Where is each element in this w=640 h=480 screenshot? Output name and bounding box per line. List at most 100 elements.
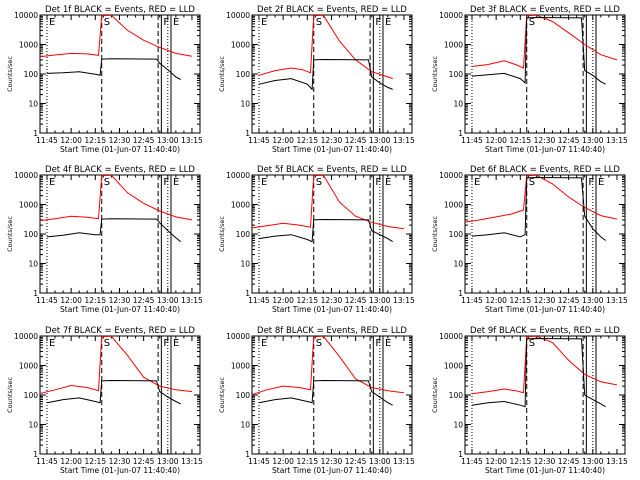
- x-tick-label: 12:15: [509, 296, 531, 305]
- y-tick-label: 1000: [444, 362, 463, 371]
- x-tick-label: 11:45: [461, 457, 483, 466]
- panel-9: Det 9f BLACK = Events, RED = LLD 1 10 100 10…: [431, 326, 628, 475]
- x-tick-label: 12:00: [272, 296, 294, 305]
- y-tick-label: 1: [245, 129, 250, 138]
- marker-label: E: [173, 17, 179, 28]
- x-tick-label: 12:15: [84, 457, 106, 466]
- x-tick-label: 13:00: [369, 136, 391, 145]
- y-tick-label: 100: [236, 70, 251, 79]
- chart-title: Det 5f BLACK = Events, RED = LLD: [257, 165, 407, 175]
- plot-frame: [39, 174, 201, 294]
- marker-label: S: [104, 338, 110, 349]
- y-tick-label: 1000: [444, 201, 463, 210]
- x-tick-label: 12:15: [296, 136, 318, 145]
- marker-label: F: [588, 177, 594, 188]
- plot-frame: [39, 14, 201, 134]
- marker-label: S: [316, 338, 322, 349]
- events-series-line: [258, 58, 393, 91]
- y-tick-label: 10000: [226, 11, 250, 20]
- chart-title: Det 7f BLACK = Events, RED = LLD: [45, 326, 195, 336]
- plot-frame: [464, 174, 626, 294]
- x-tick-label: 12:00: [272, 457, 294, 466]
- x-tick-label: 12:45: [345, 136, 367, 145]
- x-tick-label: 11:45: [461, 296, 483, 305]
- y-tick-label: 10: [240, 421, 250, 430]
- marker-label: S: [529, 338, 535, 349]
- x-tick-label: 12:45: [133, 457, 155, 466]
- events-series-line: [258, 379, 393, 406]
- plot-frame: [251, 14, 413, 134]
- x-tick-label: 12:15: [509, 136, 531, 145]
- marker-label: E: [385, 338, 391, 349]
- y-tick-label: 10000: [439, 171, 463, 180]
- events-series-line: [471, 16, 606, 85]
- marker-label: E: [474, 177, 480, 188]
- events-series-line: [46, 58, 181, 80]
- events-series-line: [46, 218, 182, 243]
- x-tick-label: 13:00: [369, 457, 391, 466]
- x-tick-label: 13:15: [393, 457, 415, 466]
- x-tick-label: 12:15: [84, 296, 106, 305]
- y-tick-label: 100: [24, 391, 39, 400]
- x-axis-label: Start Time (01-Jun-07 11:40:40): [272, 466, 392, 475]
- x-tick-label: 12:45: [345, 296, 367, 305]
- y-tick-label: 100: [236, 391, 251, 400]
- panel-5: Det 5f BLACK = Events, RED = LLD 1 10 100 10…: [218, 165, 415, 314]
- x-axis-label: Start Time (01-Jun-07 11:40:40): [272, 145, 392, 154]
- marker-label: E: [49, 338, 55, 349]
- marker-label: S: [529, 177, 535, 188]
- x-tick-label: 11:45: [36, 296, 58, 305]
- marker-label: S: [104, 177, 110, 188]
- y-tick-label: 1: [458, 129, 463, 138]
- plot-frame: [464, 14, 626, 134]
- lld-series-line: [252, 336, 404, 396]
- y-tick-label: 10000: [14, 171, 38, 180]
- x-tick-label: 13:15: [181, 457, 203, 466]
- x-tick-label: 12:45: [558, 136, 580, 145]
- chart-title: Det 3f BLACK = Events, RED = LLD: [470, 5, 620, 15]
- y-axis-label: Counts/sec: [218, 56, 226, 92]
- y-tick-label: 100: [449, 70, 464, 79]
- lld-series-line: [465, 175, 618, 223]
- x-tick-label: 13:15: [393, 136, 415, 145]
- y-axis-label: Counts/sec: [218, 216, 226, 252]
- marker-label: F: [375, 177, 381, 188]
- marker-label: E: [598, 177, 604, 188]
- y-tick-label: 10000: [439, 332, 463, 341]
- panel-8: Det 8f BLACK = Events, RED = LLD 1 10 100 10…: [218, 326, 415, 475]
- x-tick-label: 11:45: [248, 296, 270, 305]
- y-tick-label: 10: [240, 100, 250, 109]
- y-axis-label: Counts/sec: [6, 216, 14, 252]
- y-tick-label: 100: [24, 70, 39, 79]
- x-tick-label: 12:30: [109, 457, 131, 466]
- x-axis-label: Start Time (01-Jun-07 11:40:40): [60, 466, 180, 475]
- x-tick-label: 13:15: [181, 296, 203, 305]
- marker-label: E: [173, 338, 179, 349]
- x-axis-label: Start Time (01-Jun-07 11:40:40): [60, 145, 180, 154]
- x-tick-label: 12:45: [133, 296, 155, 305]
- x-tick-label: 13:00: [582, 296, 604, 305]
- y-tick-label: 1000: [231, 362, 250, 371]
- y-tick-label: 1000: [231, 201, 250, 210]
- x-tick-label: 12:00: [60, 136, 82, 145]
- y-tick-label: 1000: [444, 41, 463, 50]
- y-tick-label: 10: [28, 421, 38, 430]
- x-tick-label: 12:15: [296, 296, 318, 305]
- y-tick-label: 10: [453, 100, 463, 109]
- marker-label: S: [529, 17, 535, 28]
- events-series-line: [471, 337, 606, 408]
- marker-label: E: [49, 177, 55, 188]
- y-axis-label: Counts/sec: [218, 377, 226, 413]
- x-tick-label: 12:30: [321, 296, 343, 305]
- chart-title: Det 6f BLACK = Events, RED = LLD: [470, 165, 620, 175]
- y-tick-label: 10000: [226, 332, 250, 341]
- y-tick-label: 1000: [19, 41, 38, 50]
- x-tick-label: 12:00: [60, 296, 82, 305]
- x-tick-label: 12:00: [485, 136, 507, 145]
- events-series-line: [258, 218, 393, 243]
- marker-label: E: [385, 17, 391, 28]
- y-tick-label: 10000: [439, 11, 463, 20]
- x-tick-label: 11:45: [461, 136, 483, 145]
- x-tick-label: 12:00: [485, 457, 507, 466]
